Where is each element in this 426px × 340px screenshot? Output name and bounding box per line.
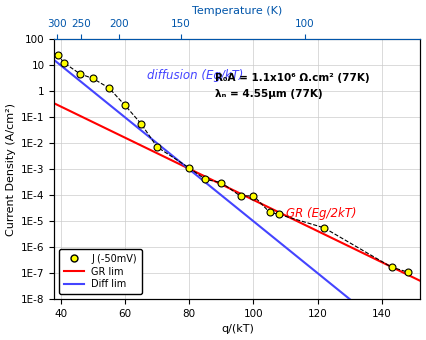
X-axis label: Temperature (K): Temperature (K) — [192, 5, 282, 16]
Text: λₙ = 4.55μm (77K): λₙ = 4.55μm (77K) — [215, 89, 322, 99]
Legend: J (-50mV), GR lim, Diff lim: J (-50mV), GR lim, Diff lim — [59, 249, 142, 294]
X-axis label: q/(kT): q/(kT) — [221, 324, 254, 335]
Text: R₀A = 1.1x10⁶ Ω.cm² (77K): R₀A = 1.1x10⁶ Ω.cm² (77K) — [215, 73, 369, 83]
Text: GR (Eg/2kT): GR (Eg/2kT) — [285, 207, 356, 220]
Text: diffusion (Eg/kT): diffusion (Eg/kT) — [147, 69, 244, 82]
Y-axis label: Current Density (A/cm²): Current Density (A/cm²) — [6, 102, 16, 236]
